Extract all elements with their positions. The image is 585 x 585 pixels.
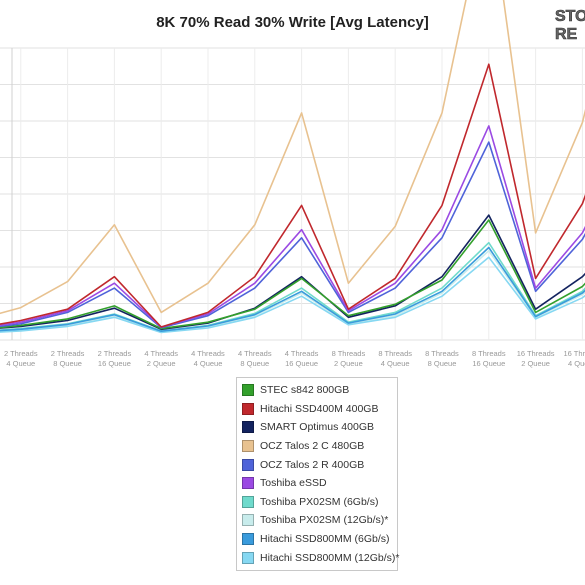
x-tick-label: 8 Threads — [425, 349, 459, 358]
legend-label: Hitachi SSD800MM (6Gb/s) — [260, 533, 390, 546]
x-tick-label: 16 Threads — [563, 349, 585, 358]
series-line-9 — [0, 256, 585, 334]
x-tick-label: 4 Threads — [191, 349, 225, 358]
x-tick-label: 8 Queue — [428, 359, 457, 368]
x-tick-label: 4 Threads — [144, 349, 178, 358]
x-tick-label: 4 Threads — [285, 349, 319, 358]
x-tick-label: 16 Queue — [98, 359, 131, 368]
legend-item[interactable]: Hitachi SSD400M 400GB — [242, 400, 392, 419]
legend-item[interactable]: Hitachi SSD800MM (6Gb/s) — [242, 530, 392, 549]
legend-label: STEC s842 800GB — [260, 384, 350, 397]
x-tick-label: 8 Threads — [332, 349, 366, 358]
legend-swatch — [242, 477, 254, 490]
x-tick-label: 8 Threads — [378, 349, 412, 358]
x-tick-label: 4 Queue — [194, 359, 223, 368]
x-tick-label: 4 Threads — [238, 349, 272, 358]
legend-swatch — [242, 514, 254, 527]
x-tick-label: 2 Threads — [98, 349, 132, 358]
x-tick-label: 4 Queue — [568, 359, 585, 368]
x-tick-label: 8 Queue — [240, 359, 269, 368]
legend-item[interactable]: OCZ Talos 2 R 400GB — [242, 455, 392, 474]
legend-label: Toshiba PX02SM (6Gb/s) — [260, 495, 379, 508]
x-tick-label: 16 Threads — [517, 349, 555, 358]
series-line-4 — [0, 141, 585, 329]
x-tick-label: 2 Queue — [334, 359, 363, 368]
x-tick-label: 16 Queue — [472, 359, 505, 368]
legend-swatch — [242, 440, 254, 453]
series-line-2 — [0, 214, 585, 331]
legend-label: Hitachi SSD400M 400GB — [260, 402, 379, 415]
legend-label: Toshiba PX02SM (12Gb/s)* — [260, 514, 389, 527]
series-line-5 — [0, 125, 585, 328]
legend-swatch — [242, 495, 254, 508]
legend-item[interactable]: OCZ Talos 2 C 480GB — [242, 437, 392, 456]
legend-label: OCZ Talos 2 R 400GB — [260, 458, 365, 471]
legend-swatch — [242, 533, 254, 546]
storagereview-logo: STO RE — [553, 4, 585, 44]
legend-label: Toshiba eSSD — [260, 477, 327, 490]
legend-item[interactable]: SMART Optimus 400GB — [242, 418, 392, 437]
legend-item[interactable]: Toshiba eSSD — [242, 474, 392, 493]
legend-swatch — [242, 551, 254, 564]
chart-legend: STEC s842 800GB Hitachi SSD400M 400GB SMAR… — [236, 377, 399, 571]
chart-title: 8K 70% Read 30% Write [Avg Latency] — [156, 14, 429, 31]
legend-swatch — [242, 402, 254, 415]
series-line-7 — [0, 250, 585, 333]
logo-text-bottom: RE — [555, 26, 578, 43]
legend-label: SMART Optimus 400GB — [260, 421, 374, 434]
series-line-1 — [0, 63, 585, 328]
legend-swatch — [242, 458, 254, 471]
series-line-6 — [0, 241, 585, 332]
legend-swatch — [242, 421, 254, 434]
logo-text-top: STO — [555, 8, 585, 25]
x-tick-label: 4 Queue — [6, 359, 35, 368]
legend-swatch — [242, 384, 254, 397]
x-tick-label: 4 Queue — [381, 359, 410, 368]
x-tick-label: 2 Queue — [147, 359, 176, 368]
x-tick-label: 2 Threads — [4, 349, 38, 358]
legend-item[interactable]: STEC s842 800GB — [242, 381, 392, 400]
x-tick-label: 8 Threads — [472, 349, 506, 358]
legend-label: Hitachi SSD800MM (12Gb/s)* — [260, 551, 400, 564]
x-tick-label: 2 Queue — [521, 359, 550, 368]
x-tick-label: 2 Threads — [51, 349, 85, 358]
legend-label: OCZ Talos 2 C 480GB — [260, 440, 365, 453]
series-line-8 — [0, 246, 585, 333]
series-line-3 — [0, 0, 585, 315]
x-tick-label: 16 Queue — [285, 359, 318, 368]
legend-item[interactable]: Toshiba PX02SM (12Gb/s)* — [242, 511, 392, 530]
legend-item[interactable]: Toshiba PX02SM (6Gb/s) — [242, 493, 392, 512]
legend-item[interactable]: Hitachi SSD800MM (12Gb/s)* — [242, 548, 399, 567]
x-tick-label: 8 Queue — [53, 359, 82, 368]
series-line-0 — [0, 219, 585, 330]
